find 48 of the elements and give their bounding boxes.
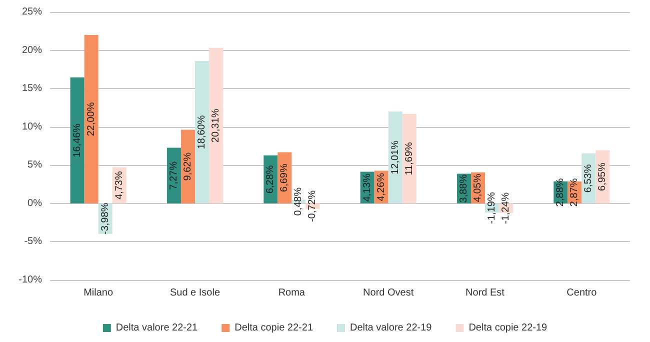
y-tick-label: 15% (22, 83, 42, 94)
x-tick-label: Sud e Isole (170, 288, 220, 298)
bar (70, 77, 84, 204)
y-tick-label: -5% (24, 236, 42, 248)
data-label: -1,24% (500, 192, 512, 224)
data-label: 0,48% (293, 187, 304, 216)
data-label: 22,00% (86, 102, 97, 136)
data-label: 4,26% (376, 172, 387, 202)
data-label: 6,69% (279, 164, 290, 192)
data-label: 9,62% (182, 152, 194, 181)
data-label: 16,46% (72, 123, 83, 158)
data-label: 2,88% (555, 178, 566, 207)
data-label: 20,31% (210, 108, 222, 143)
legend-label: Delta copie 22-19 (468, 322, 548, 334)
data-label: 11,69% (404, 142, 415, 176)
x-tick-label: Roma (278, 288, 306, 298)
x-tick-label: Nord Ovest (363, 288, 414, 298)
data-label: 4,13% (362, 173, 373, 202)
legend-label: Delta valore 22-21 (116, 322, 198, 334)
data-label: 6,95% (597, 162, 608, 191)
y-tick-label: -10% (18, 274, 42, 286)
bar (209, 48, 224, 204)
data-label: -3,98% (100, 202, 111, 235)
y-tick-label: 25% (22, 6, 42, 18)
data-label: -0,72% (307, 190, 318, 222)
data-label: 12,01% (390, 140, 401, 174)
bar (388, 111, 402, 204)
y-tick-label: 20% (22, 44, 42, 56)
x-tick-label: Milano (84, 288, 114, 298)
y-tick-label: 5% (28, 160, 42, 171)
x-tick-label: Nord Est (466, 288, 505, 298)
x-tick-label: Centro (566, 288, 598, 298)
bar (84, 34, 98, 204)
y-tick-label: 10% (22, 121, 42, 132)
legend-label: Delta valore 22-19 (350, 322, 432, 334)
data-label: 2,87% (569, 178, 580, 207)
data-label: 18,60% (196, 115, 208, 150)
data-label: -1,19% (486, 192, 498, 224)
data-label: 4,73% (114, 171, 125, 200)
data-label: 4,05% (472, 174, 484, 202)
data-label: 6,53% (583, 164, 594, 193)
data-label: 3,88% (458, 174, 470, 203)
bar (195, 61, 210, 204)
y-tick-label: 0% (28, 198, 42, 209)
bar (402, 114, 416, 204)
data-label: 7,27% (168, 161, 180, 190)
legend-label: Delta copie 22-21 (234, 322, 314, 334)
data-label: 6,28% (265, 165, 276, 194)
